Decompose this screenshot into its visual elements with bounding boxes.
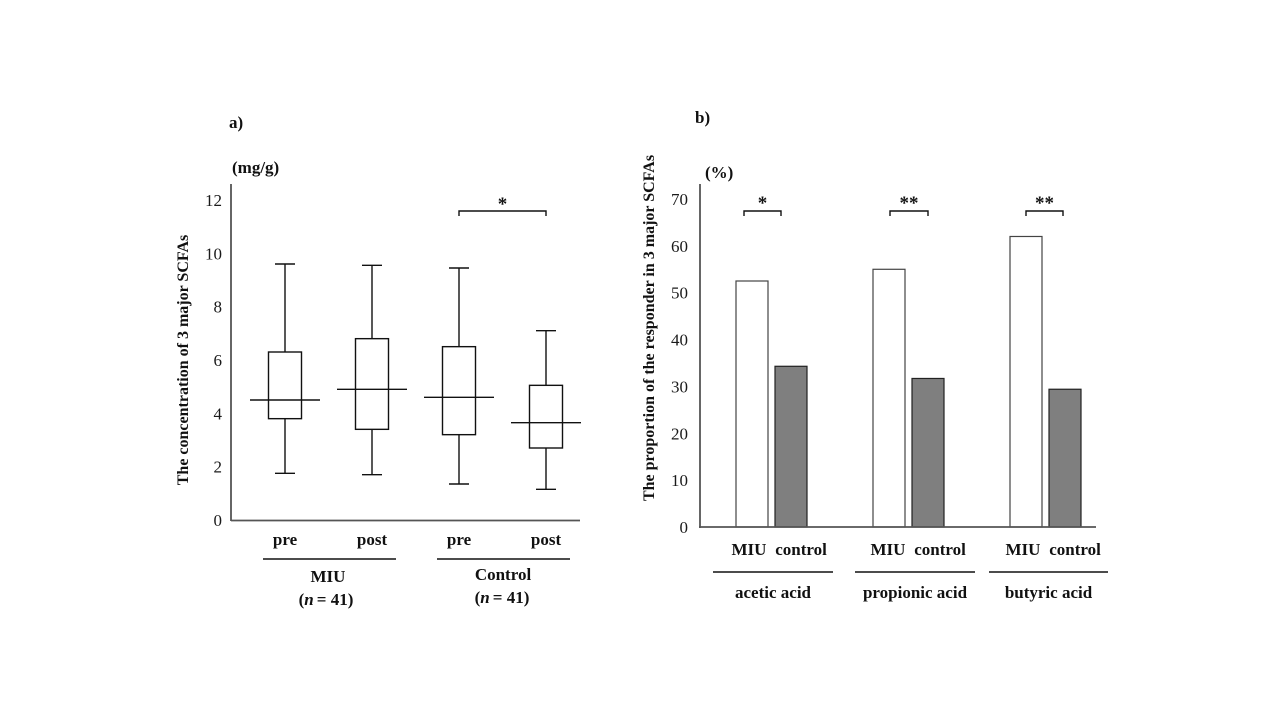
category-label: acetic acid (735, 583, 812, 602)
bar-miu-acetic (735, 280, 769, 528)
significance-mark: * (758, 193, 768, 214)
y-tick-label: 30 (671, 377, 688, 396)
panel-a-x-labels: pre post pre post (273, 530, 562, 549)
y-tick-label: 70 (671, 190, 688, 209)
group-n-miu: (n = 41) (299, 590, 354, 609)
bar-control-butyric (1048, 388, 1082, 528)
panel-b-y-ticks: 0 10 20 30 40 50 60 70 (671, 190, 688, 537)
x-tick-label: post (357, 530, 388, 549)
iqr-box (441, 345, 477, 436)
category-label: butyric acid (1005, 583, 1093, 602)
y-tick-label: 6 (214, 351, 223, 370)
significance-mark: ** (1035, 193, 1054, 214)
panel-b-unit-label: (%) (705, 163, 733, 182)
panel-a-y-axis-label: The concentration of 3 major SCFAs (175, 235, 192, 486)
y-tick-label: 10 (205, 244, 222, 263)
group-label-control: Control (475, 565, 532, 584)
box-miu-pre (250, 263, 320, 475)
panel-a-label: a) (229, 113, 243, 132)
bar-control-propionic (911, 377, 945, 528)
iqr-box (267, 351, 303, 420)
x-tick-label: post (531, 530, 562, 549)
y-tick-label: 60 (671, 237, 688, 256)
series-label-miu: MIU (732, 540, 767, 559)
x-tick-label: pre (273, 530, 298, 549)
panel-a-significance: * (458, 194, 547, 216)
group-n-control: (n = 41) (475, 588, 530, 607)
panel-a-y-ticks: 0 2 4 6 8 10 12 (205, 191, 223, 530)
box-control-pre (424, 267, 494, 485)
bar-miu-propionic (872, 268, 906, 528)
series-label-control: control (775, 540, 827, 559)
panel-a: a) (mg/g) The concentration of 3 major S… (175, 113, 581, 609)
category-label: propionic acid (863, 583, 968, 602)
box-control-post (511, 329, 581, 491)
bar-miu-butyric (1009, 235, 1043, 528)
series-label-control: control (1049, 540, 1101, 559)
iqr-box (354, 337, 390, 431)
panel-a-unit-label: (mg/g) (232, 158, 279, 177)
significance-bracket (1025, 210, 1064, 216)
iqr-box (528, 384, 564, 449)
x-tick-label: pre (447, 530, 472, 549)
significance-mark: ** (900, 193, 919, 214)
significance-mark: * (498, 194, 508, 215)
panel-a-boxes (250, 263, 581, 491)
bar-control-acetic (774, 365, 808, 528)
y-tick-label: 0 (214, 511, 223, 530)
series-label-control: control (914, 540, 966, 559)
panel-b-x-labels: MIU control acetic acid MIU control propionic… (713, 540, 1108, 602)
panel-b: b) (%) The proportion of the responder i… (641, 108, 1108, 602)
y-tick-label: 50 (671, 284, 688, 303)
series-label-miu: MIU (1006, 540, 1041, 559)
panel-b-significance: * ** ** (743, 193, 1064, 216)
y-tick-label: 4 (214, 404, 223, 423)
box-miu-post (337, 264, 407, 476)
y-tick-label: 8 (214, 298, 223, 317)
y-tick-label: 2 (214, 458, 223, 477)
y-tick-label: 12 (205, 191, 222, 210)
panel-b-label: b) (695, 108, 710, 127)
y-tick-label: 0 (680, 518, 689, 537)
panel-b-bars (735, 235, 1082, 528)
y-tick-label: 40 (671, 331, 688, 350)
y-tick-label: 10 (671, 471, 688, 490)
panel-b-y-axis-label: The proportion of the responder in 3 maj… (641, 155, 658, 501)
series-label-miu: MIU (871, 540, 906, 559)
significance-bracket (458, 210, 547, 216)
group-label-miu: MIU (311, 567, 346, 586)
significance-bracket (889, 210, 929, 216)
y-tick-label: 20 (671, 424, 688, 443)
significance-bracket (743, 210, 782, 216)
